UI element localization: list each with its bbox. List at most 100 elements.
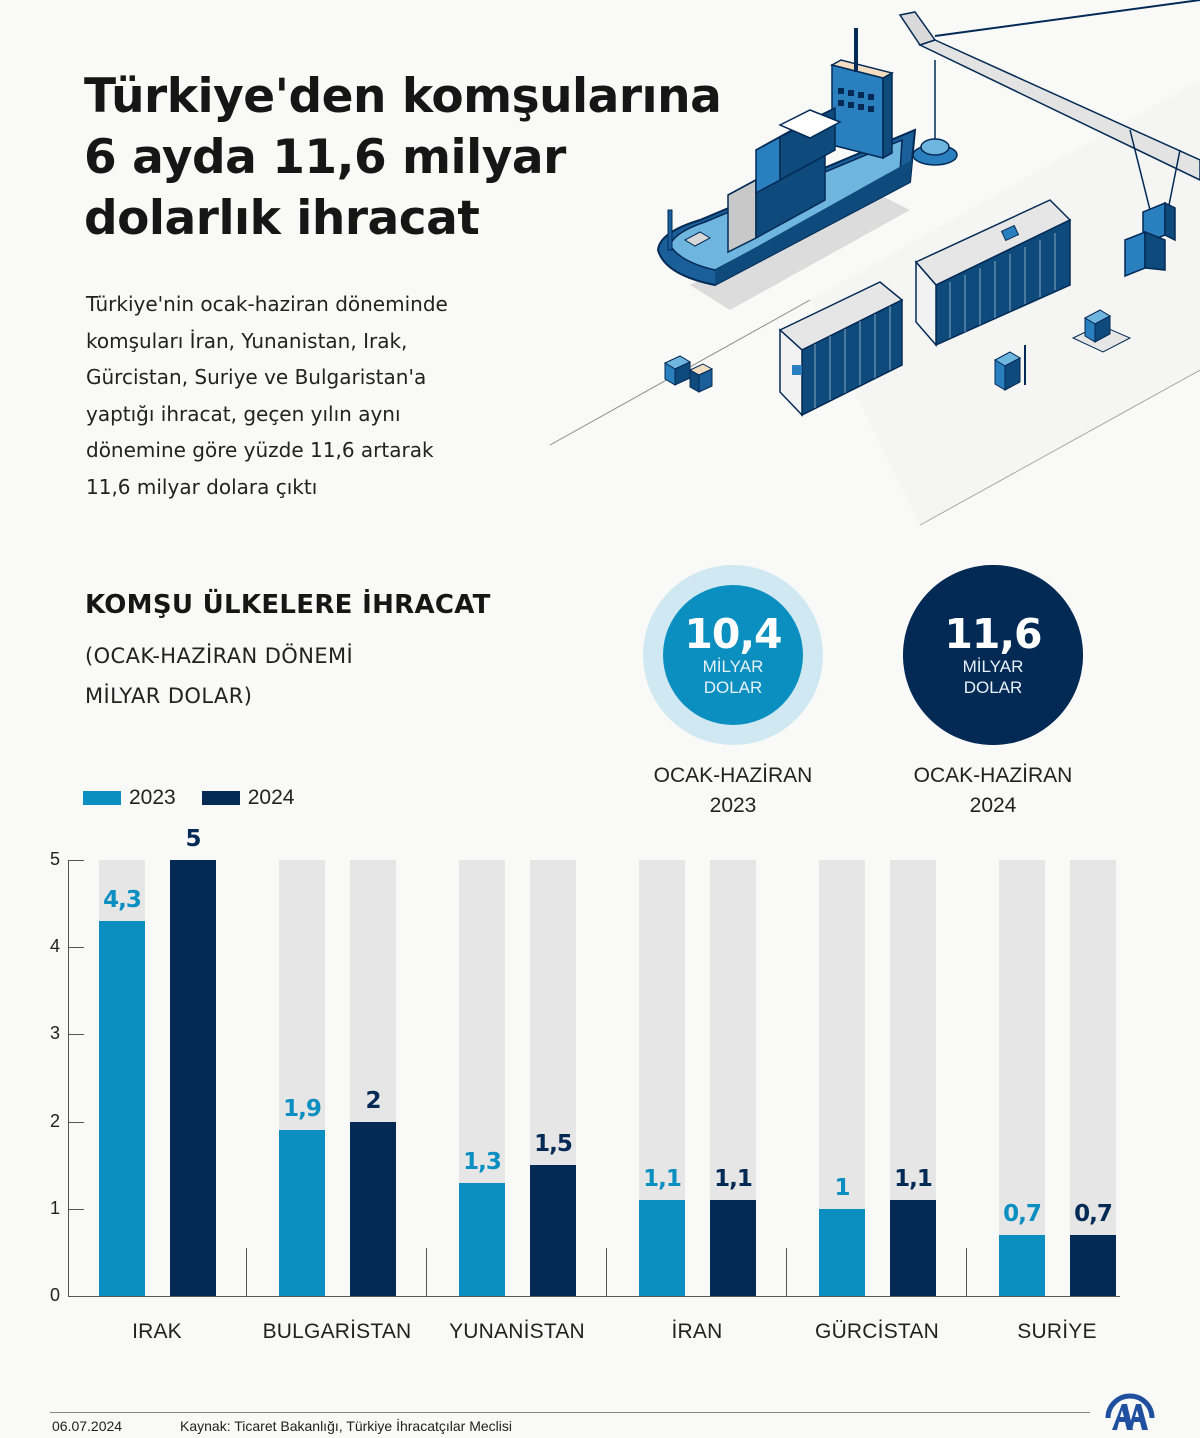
category-separator [786,1248,787,1296]
y-tick [68,860,84,861]
legend-item-2023: 2023 [83,786,176,810]
value-label: 1,3 [463,1148,502,1175]
intro-line: dönemine göre yüzde 11,6 artarak [86,438,434,462]
y-tick-label: 1 [49,1197,60,1218]
summary-unit: DOLAR [703,678,763,697]
title-line: dolarlık ihracat [84,191,480,246]
bar-background [170,860,216,1296]
chart-subtitle: (OCAK-HAZİRAN DÖNEMİ MİLYAR DOLAR) [85,636,353,716]
summary-unit: MİLYAR [962,657,1024,676]
intro-line: Türkiye'nin ocak-haziran döneminde [86,292,448,316]
footer-divider [50,1412,1090,1413]
footer-date: 06.07.2024 [52,1418,123,1434]
category-label: IRAK [132,1320,182,1343]
summary-unit: MİLYAR [702,657,764,676]
value-label: 1 [834,1174,850,1201]
value-label: 1,1 [643,1166,682,1193]
title-line: Türkiye'den komşularına [84,69,722,124]
bar-2024-suri̇ye [1070,1234,1116,1296]
bar-background [819,860,865,1296]
intro-line: komşuları İran, Yunanistan, Irak, [86,328,408,353]
bar-background [350,860,396,1296]
legend-swatch-2023 [83,791,121,805]
category-separator [966,1248,967,1296]
y-tick-label: 0 [49,1285,60,1305]
bar-background [639,860,685,1296]
value-label: 0,7 [1074,1200,1113,1227]
y-tick [68,1208,84,1210]
summary-2023: 10,4 MİLYAR DOLAR OCAK-HAZİRAN 2023 [643,565,823,821]
summary-2024: 11,6 MİLYAR DOLAR OCAK-HAZİRAN 2024 [903,565,1083,821]
category-separator [606,1248,607,1296]
category-separator [246,1248,247,1296]
bar-2023-yunani̇stan [459,1182,505,1296]
caption-line: 2024 [969,794,1017,817]
chart-title: KOMŞU ÜLKELERE İHRACAT [85,590,491,620]
category-label: YUNANİSTAN [449,1320,585,1343]
y-tick [68,1034,84,1036]
legend-swatch-2024 [201,791,240,805]
intro-paragraph: Türkiye'nin ocak-haziran döneminde komşu… [86,286,556,505]
y-tick-label: 5 [49,849,60,869]
caption-line: 2023 [709,794,757,817]
footer-source: Kaynak: Ticaret Bakanlığı, Türkiye İhrac… [180,1418,512,1434]
summary-circle-inner: 10,4 MİLYAR DOLAR [663,585,803,725]
title-line: 6 ayda 11,6 milyar [84,130,566,185]
value-label: 1,1 [714,1166,753,1193]
category-separator [426,1248,427,1296]
intro-line: 11,6 milyar dolara çıktı [86,474,318,499]
x-axis-baseline [68,1296,1120,1297]
caption-line: OCAK-HAZİRAN [653,764,813,787]
summary-caption: OCAK-HAZİRAN 2024 [903,761,1083,821]
bar-background [459,860,505,1296]
bar-2024-yunani̇stan [530,1165,576,1296]
bar-background [99,860,145,1296]
summary-circle-inner: 11,6 MİLYAR DOLAR [903,565,1083,745]
bar-background [279,860,325,1296]
summary-caption: OCAK-HAZİRAN 2023 [643,761,823,821]
y-axis-line [68,860,69,1296]
value-label: 1,1 [894,1166,933,1193]
summary-circle-outer: 11,6 MİLYAR DOLAR [903,565,1083,745]
value-label: 1,5 [534,1131,573,1158]
caption-line: OCAK-HAZİRAN [913,764,1073,787]
intro-line: Gürcistan, Suriye ve Bulgaristan'a [86,365,427,389]
y-tick-label: 2 [49,1110,60,1131]
bar-2024-irak [170,860,216,1296]
bar-background [710,860,756,1296]
bar-2023-bulgari̇stan [279,1130,325,1296]
value-label: 1,9 [283,1096,322,1123]
category-label: İRAN [671,1320,723,1343]
bar-2024-bulgari̇stan [350,1121,396,1296]
bar-background [999,860,1045,1296]
bar-2024-i̇ran [710,1200,756,1296]
bar-2023-irak [99,921,145,1296]
aa-logo-icon [1100,1388,1160,1432]
summary-value: 10,4 [684,610,782,658]
bar-2023-gürci̇stan [819,1208,865,1296]
value-label: 4,3 [103,887,142,914]
bar-chart: 0 1 2 3 4 5 4,3 5 IRAK 1,9 2 BULGARİSTAN 1,3 1,5 YUNAN… [0,820,1200,1360]
value-label: 2 [365,1087,381,1114]
y-tick [68,947,84,949]
y-tick-label: 4 [49,936,60,957]
intro-line: yaptığı ihracat, geçen yılın aynı [86,401,401,426]
subtitle-line: (OCAK-HAZİRAN DÖNEMİ [85,644,354,668]
bar-2024-gürci̇stan [890,1200,936,1296]
y-tick [68,1121,84,1123]
legend-label: 2023 [129,786,176,809]
bar-2023-i̇ran [639,1200,685,1296]
y-tick-label: 3 [49,1023,60,1044]
legend-label: 2024 [247,786,295,809]
bar-background [1070,860,1116,1296]
category-label: GÜRCİSTAN [815,1320,939,1343]
summary-value: 11,6 [944,610,1042,658]
bar-background [530,860,576,1296]
value-label: 5 [185,826,201,852]
category-label: BULGARİSTAN [262,1320,412,1343]
subtitle-line: MİLYAR DOLAR) [85,684,253,708]
chart-legend: 2023 2024 [83,786,320,810]
bar-background [890,860,936,1296]
port-illustration-icon [540,0,1200,540]
summary-circle-outer: 10,4 MİLYAR DOLAR [643,565,823,745]
